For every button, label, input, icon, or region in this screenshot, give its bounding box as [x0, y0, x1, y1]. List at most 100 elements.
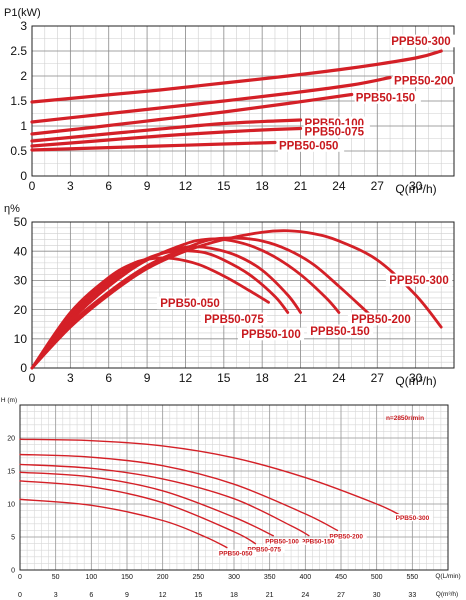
x2-tick-label: 3: [54, 592, 58, 599]
series-label-bg: [306, 324, 374, 338]
series-line-ppb50-200: [19, 453, 339, 532]
y-tick-label: 1.5: [10, 94, 27, 108]
x2-tick-label: 21: [266, 592, 274, 599]
x2-tick-label: 27: [337, 592, 345, 599]
plot-frame: [19, 404, 449, 571]
x-tick-label: 24: [332, 179, 346, 193]
x-tick-label: 21: [294, 371, 308, 385]
y-tick-label: 2: [20, 69, 27, 83]
x-axis-title: Q(m³/h): [395, 374, 436, 388]
series-label-bg: [328, 532, 367, 540]
chart-3: 0 50 100 150 200 250 300 350 400 450 500 5500510152…: [1, 397, 461, 599]
x-tick-label: 12: [179, 179, 193, 193]
x2-tick-label: 0: [18, 592, 22, 599]
y-axis-title: H (m): [1, 397, 17, 404]
x-tick-label: 200: [157, 574, 169, 581]
series-label-ppb50-300: PPB50-300: [391, 36, 450, 48]
y-axis-title: P1(kW): [4, 7, 41, 19]
series-label-bg: [354, 91, 421, 104]
x-tick-label: 24: [332, 371, 346, 385]
x-tick-label: 0: [29, 371, 36, 385]
series-label-ppb50-075: PPB50-075: [204, 314, 264, 326]
x2-tick-label: 33: [408, 592, 416, 599]
series-label-bg: [217, 549, 257, 557]
series-line-ppb50-100: [19, 471, 274, 537]
x-tick-label: 300: [228, 574, 240, 581]
x-tick-label: 9: [144, 371, 151, 385]
series-label-ppb50-100: PPB50-100: [265, 539, 299, 546]
series-group: PPB50-300PPB50-200PPB50-150PPB50-100PPB5…: [19, 438, 433, 558]
x2-tick-label: 18: [230, 592, 238, 599]
series-label-ppb50-200: PPB50-200: [329, 533, 363, 540]
series-label-bg: [299, 537, 339, 545]
x-tick-label: 27: [371, 179, 385, 193]
x-tick-label: 100: [85, 574, 97, 581]
y-tick-label: 40: [14, 244, 28, 258]
y-tick-label: 1: [20, 119, 27, 133]
series-line-ppb50-300: [30, 229, 443, 370]
x-tick-label: 30: [409, 371, 423, 385]
series-line-ppb50-300: [19, 438, 403, 517]
x2-tick-label: 30: [373, 592, 381, 599]
x-tick-label: 21: [294, 179, 308, 193]
x-tick-label: 350: [264, 574, 276, 581]
series-label-ppb50-300: PPB50-300: [396, 515, 430, 522]
x-tick-label: 3: [67, 179, 74, 193]
series-label-ppb50-100: PPB50-100: [241, 329, 300, 341]
y-tick-label: 3: [20, 19, 27, 33]
y-axis-title: η%: [4, 203, 20, 215]
x-tick-label: 0: [29, 179, 36, 193]
y-tick-label: 20: [14, 303, 28, 317]
series-label-bg: [303, 125, 370, 138]
series-line-ppb50-150: [19, 463, 310, 537]
x-tick-label: 450: [335, 574, 347, 581]
x-tick-label: 3: [67, 371, 74, 385]
x-tick-label: 0: [18, 574, 22, 581]
series-line-ppb50-200: [30, 236, 379, 370]
x-axis-title: Q(m³/h): [395, 182, 436, 196]
series-label-ppb50-300: PPB50-300: [389, 275, 448, 287]
y-tick-label: 30: [14, 274, 28, 288]
series-line-ppb50-075: [30, 248, 290, 370]
series-label-ppb50-050: PPB50-050: [279, 141, 338, 153]
series-line-ppb50-050: [19, 498, 228, 549]
x-tick-label: 12: [179, 371, 193, 385]
series-line-ppb50-100: [30, 245, 302, 370]
chart-1: 0 3 6 9 12 15 18 21 24 27 3000.511.522.53P1(kW)Q(m…: [4, 7, 460, 196]
plot-frame: [31, 221, 455, 369]
y-tick-label: 10: [14, 332, 28, 346]
x-tick-label: 550: [406, 574, 418, 581]
y-tick-label: 20: [7, 435, 15, 442]
series-line-ppb50-050: [30, 256, 270, 370]
series-line-ppb50-150: [30, 237, 341, 370]
x2-tick-label: 6: [89, 592, 93, 599]
series-label-bg: [394, 514, 433, 522]
x2-tick-label: 15: [194, 592, 202, 599]
speed-annotation: n=2850r/min: [386, 415, 424, 422]
series-label-ppb50-075: PPB50-075: [305, 127, 365, 139]
series-label-bg: [347, 312, 415, 326]
series-label-ppb50-075: PPB50-075: [247, 547, 281, 554]
x-tick-label: 9: [144, 179, 151, 193]
y-tick-label: 0: [11, 567, 15, 574]
series-group: PPB50-300PPB50-200PPB50-150PPB50-100PPB5…: [30, 34, 460, 153]
x2-axis-title: Q(m³/h): [436, 591, 458, 598]
x-tick-label: 18: [256, 371, 270, 385]
series-line-ppb50-300: [30, 49, 443, 104]
y-tick-label: 0: [20, 361, 27, 375]
x-tick-label: 30: [409, 179, 423, 193]
x-tick-label: 500: [371, 574, 383, 581]
x2-tick-label: 9: [125, 592, 129, 599]
series-label-bg: [390, 34, 457, 48]
series-label-ppb50-050: PPB50-050: [219, 551, 253, 558]
x-tick-label: 6: [105, 371, 112, 385]
x-tick-label: 150: [121, 574, 133, 581]
series-label-bg: [393, 74, 460, 87]
x-tick-label: 18: [256, 179, 270, 193]
x-tick-label: 50: [52, 574, 60, 581]
series-label-ppb50-050: PPB50-050: [160, 298, 219, 310]
x-tick-label: 15: [217, 371, 231, 385]
series-line-ppb50-200: [30, 75, 392, 124]
